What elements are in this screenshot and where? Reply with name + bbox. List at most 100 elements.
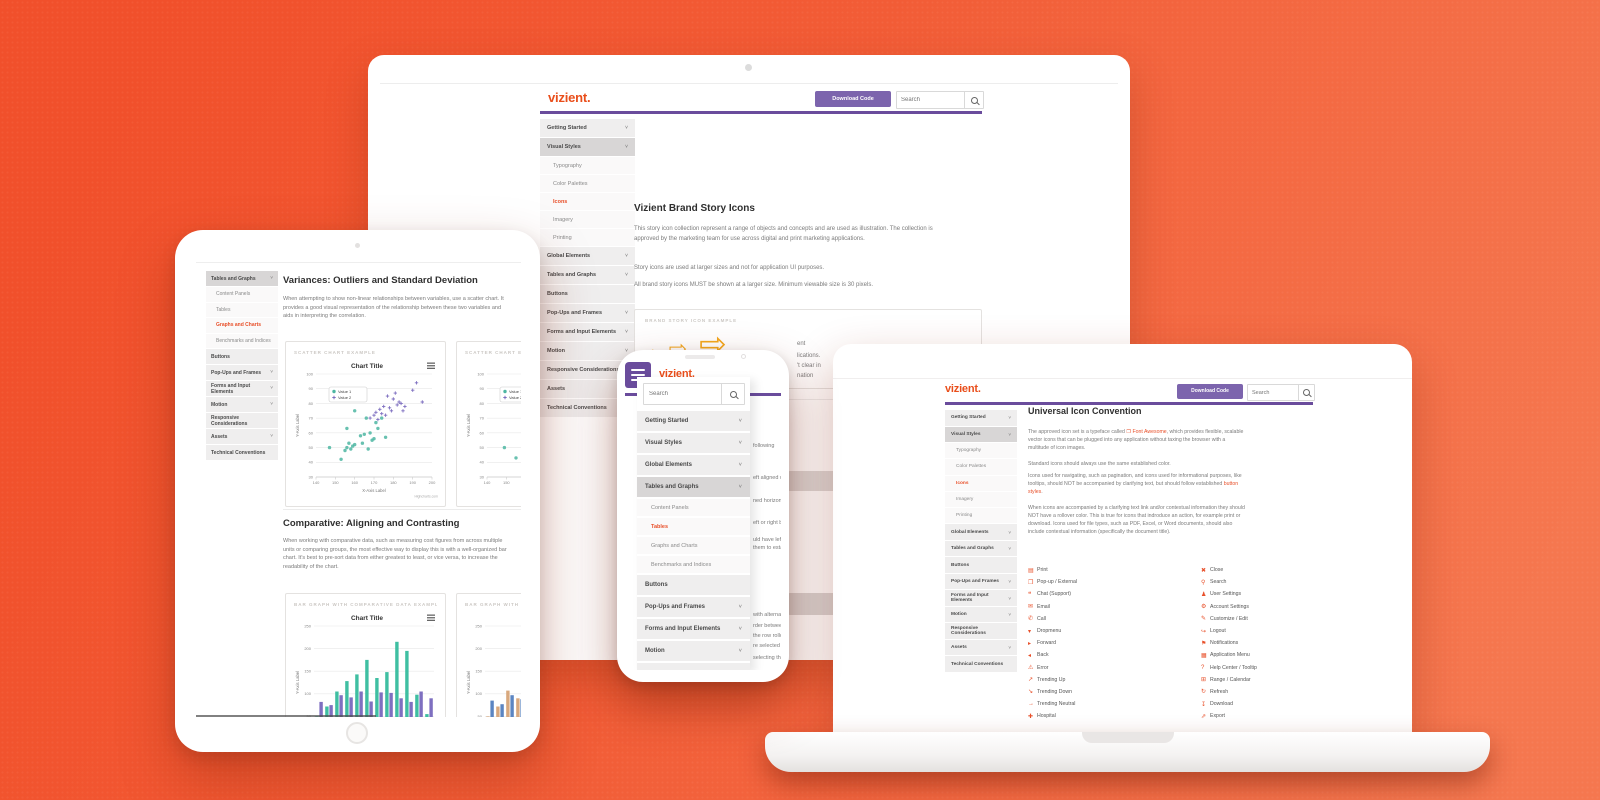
sidebar-item-technical-conventions[interactable]: Technical Conventions [540, 399, 635, 417]
svg-text:X-Axis Label: X-Axis Label [362, 488, 386, 493]
sidebar-item-forms-and-input-elements[interactable]: Forms and Input Elements ˅ [945, 590, 1017, 606]
download-code-button[interactable]: Download Code [1177, 384, 1243, 399]
font-awesome-link[interactable]: Font Awesome [1132, 429, 1167, 435]
icon-list-item[interactable]: ⚙ Account Settings [1201, 601, 1313, 613]
sidebar-subitem-content-panels[interactable]: Content Panels [637, 499, 750, 516]
sidebar-subitem-imagery[interactable]: Imagery [540, 211, 635, 228]
download-code-button[interactable]: Download Code [815, 91, 891, 107]
icon-list-item[interactable]: ✉ Email [1028, 601, 1196, 613]
icon-list-item[interactable]: ▸ Forward [1028, 637, 1196, 649]
button-styles-link[interactable]: button styles [1028, 481, 1239, 496]
sidebar-subitem-content-panels[interactable]: Content Panels [206, 287, 278, 302]
sidebar-item-forms-and-input-elements[interactable]: Forms and Input Elements ˅ [540, 323, 635, 341]
sidebar-item-global-elements[interactable]: Global Elements ˅ [540, 247, 635, 265]
sidebar-item-buttons[interactable]: Buttons [945, 557, 1017, 573]
sidebar-item-buttons[interactable]: Buttons [637, 575, 750, 595]
sidebar-item-global-elements[interactable]: Global Elements ˅ [945, 524, 1017, 540]
search-button[interactable] [1298, 385, 1314, 400]
sidebar-subitem-imagery[interactable]: Imagery [945, 491, 1017, 508]
search-input[interactable] [897, 92, 964, 108]
sidebar-subitem-icons[interactable]: Icons [945, 475, 1017, 491]
vizient-logo: vizient. [945, 383, 981, 395]
sidebar-subitem-tables[interactable]: Tables [637, 518, 750, 535]
sidebar-item-buttons[interactable]: Buttons [206, 349, 278, 364]
sidebar-item-motion[interactable]: Motion ˅ [206, 397, 278, 412]
logout-icon: ↪ [1201, 628, 1207, 635]
icon-list-item[interactable]: ⚲ Search [1201, 576, 1313, 588]
icon-list-item[interactable]: ◂ Back [1028, 649, 1196, 661]
sidebar-item-tables-and-graphs[interactable]: Tables and Graphs ˅ [945, 540, 1017, 557]
sidebar-item-global-elements[interactable]: Global Elements ˅ [637, 455, 750, 475]
icon-list-item[interactable]: ✚ Hospital [1028, 710, 1196, 722]
icon-list-item[interactable]: ♟ User Settings [1201, 588, 1313, 600]
sidebar-subitem-color-palettes[interactable]: Color Palettes [945, 459, 1017, 475]
icon-list-item[interactable]: ⚑ Notifications [1201, 637, 1313, 649]
icon-list-item[interactable]: ▤ Print [1028, 564, 1196, 576]
sidebar-subitem-tables[interactable]: Tables [206, 302, 278, 317]
icon-list-item[interactable]: ↧ Download [1201, 698, 1313, 710]
icon-list-item[interactable]: ⇗ Export [1201, 710, 1313, 722]
sidebar-item-pop-ups-and-frames[interactable]: Pop-Ups and Frames ˅ [540, 304, 635, 322]
search-button[interactable] [964, 92, 983, 108]
icon-list-item[interactable]: → Trending Neutral [1028, 698, 1196, 710]
sidebar-item-visual-styles[interactable]: Visual Styles ˅ [637, 433, 750, 453]
sidebar-item-getting-started[interactable]: Getting Started ˅ [540, 119, 635, 137]
icon-list-item[interactable]: ↪ Logout [1201, 625, 1313, 637]
sidebar-subitem-benchmarks-and-indices[interactable]: Benchmarks and Indices [206, 333, 278, 348]
icon-list-item[interactable]: ⚠ Error [1028, 662, 1196, 674]
sidebar-item-pop-ups-and-frames[interactable]: Pop-Ups and Frames ˅ [945, 573, 1017, 590]
search-input[interactable] [1248, 385, 1298, 400]
sidebar-item-motion[interactable]: Motion ˅ [945, 606, 1017, 623]
sidebar-item-forms-and-input-elements[interactable]: Forms and Input Elements ˅ [206, 381, 278, 396]
icon-list-item[interactable]: ❝ Chat (Support) [1028, 588, 1196, 600]
popup-external-icon: ❐ [1028, 579, 1034, 586]
icon-list-item[interactable]: ❐ Pop-up / External [1028, 576, 1196, 588]
sidebar-item-responsive-considerations[interactable]: Responsive Considerations [945, 623, 1017, 639]
home-button[interactable] [346, 722, 368, 744]
sidebar-item-assets[interactable]: Assets ˅ [206, 429, 278, 444]
sidebar-item-technical-conventions[interactable]: Technical Conventions [206, 445, 278, 460]
sidebar-item-tables-and-graphs[interactable]: Tables and Graphs ˅ [540, 266, 635, 284]
sidebar-item-assets[interactable]: Assets ˅ [945, 639, 1017, 656]
sidebar-item-visual-styles[interactable]: Visual Styles ˅ [540, 138, 635, 156]
icon-list-item[interactable]: ✖ Close [1201, 564, 1313, 576]
sidebar-item-forms-and-input-elements[interactable]: Forms and Input Elements ˅ [637, 619, 750, 639]
sidebar-item-motion[interactable]: Motion ˅ [637, 641, 750, 661]
sidebar-subitem-typography[interactable]: Typography [945, 443, 1017, 459]
sidebar-subitem-color-palettes[interactable]: Color Palettes [540, 175, 635, 192]
icon-label: Refresh [1210, 688, 1229, 695]
icon-list-item[interactable]: ↗ Trending Up [1028, 674, 1196, 686]
sidebar-item-tables-and-graphs[interactable]: Tables and Graphs ˅ [637, 477, 750, 497]
chat-icon: ❝ [1028, 591, 1032, 598]
icon-list-item[interactable]: ? Help Center / Tooltip [1201, 662, 1313, 674]
icon-list-item[interactable]: ✎ Customize / Edit [1201, 613, 1313, 625]
sidebar-item-tables-and-graphs[interactable]: Tables and Graphs ˅ [206, 271, 278, 286]
search-button[interactable] [721, 384, 744, 404]
sidebar-item-technical-conventions[interactable]: Technical Conventions [945, 656, 1017, 672]
chevron-down-icon: ˅ [624, 310, 628, 316]
sidebar-item-responsive-considerations[interactable]: Responsive Considerations [637, 663, 750, 670]
sidebar-item-responsive-considerations[interactable]: Responsive Considerations [206, 413, 278, 428]
sidebar-item-motion[interactable]: Motion ˅ [540, 342, 635, 360]
icon-list-item[interactable]: ↻ Refresh [1201, 686, 1313, 698]
icon-list-item[interactable]: ⊞ Range / Calendar [1201, 674, 1313, 686]
sidebar-item-visual-styles[interactable]: Visual Styles ˅ [945, 426, 1017, 442]
sidebar-item-getting-started[interactable]: Getting Started ˅ [945, 410, 1017, 426]
sidebar-item-pop-ups-and-frames[interactable]: Pop-Ups and Frames ˅ [637, 597, 750, 617]
sidebar-item-getting-started[interactable]: Getting Started ˅ [637, 411, 750, 431]
sidebar-subitem-graphs-and-charts[interactable]: Graphs and Charts [206, 318, 278, 333]
search-input[interactable] [644, 384, 721, 404]
icon-list-item[interactable]: ▾ Dropmenu [1028, 625, 1196, 637]
sidebar-item-pop-ups-and-frames[interactable]: Pop-Ups and Frames ˅ [206, 365, 278, 380]
sidebar-subitem-printing[interactable]: Printing [540, 229, 635, 246]
sidebar-item-buttons[interactable]: Buttons [540, 285, 635, 303]
sidebar-subitem-benchmarks-and-indices[interactable]: Benchmarks and Indices [637, 556, 750, 573]
icon-list-item[interactable]: ✆ Call [1028, 613, 1196, 625]
sidebar-subitem-icons[interactable]: Icons [540, 193, 635, 210]
sidebar-subitem-printing[interactable]: Printing [945, 508, 1017, 524]
sidebar-item-responsive-considerations[interactable]: Responsive Considerations [540, 361, 635, 379]
icon-list-item[interactable]: ↘ Trending Down [1028, 686, 1196, 698]
sidebar-subitem-graphs-and-charts[interactable]: Graphs and Charts [637, 537, 750, 554]
icon-list-item[interactable]: ▦ Application Menu [1201, 649, 1313, 661]
sidebar-subitem-typography[interactable]: Typography [540, 157, 635, 174]
